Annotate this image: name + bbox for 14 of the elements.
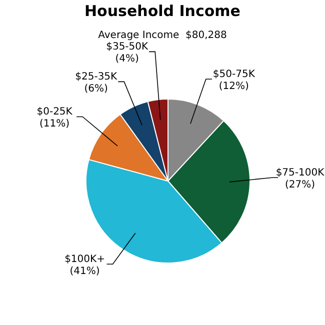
slice-label: $100K+ (64, 254, 105, 266)
data-label: (6%) (84, 84, 108, 95)
chart-subtitle: Average Income $80,288 (97, 30, 228, 41)
data-label: (4%) (115, 54, 140, 65)
slice-label: $35-50K (106, 42, 149, 53)
slice-label: $75-100K (276, 168, 325, 179)
slice-label: $0-25K (36, 106, 73, 118)
data-label: (27%) (284, 180, 316, 191)
slice-label: $50-75K (212, 69, 256, 80)
data-label: (41%) (70, 266, 100, 278)
chart-title: Household Income (84, 2, 242, 20)
slice-label: $25-35K (75, 72, 118, 83)
data-label: (11%) (40, 118, 70, 130)
data-label: (12%) (218, 81, 250, 92)
